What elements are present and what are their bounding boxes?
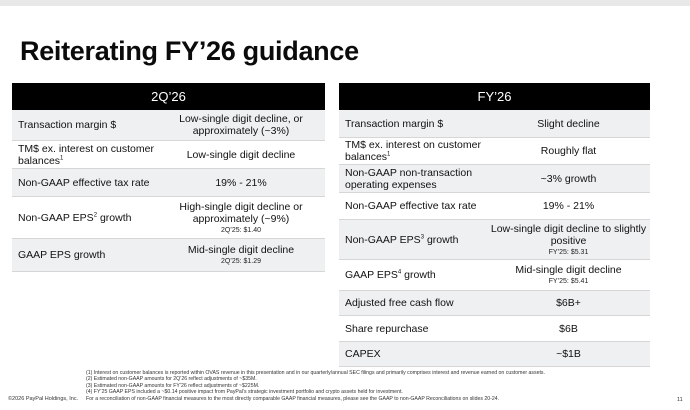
- table-row: Non-GAAP non-transaction operating expen…: [339, 165, 650, 193]
- metric-label: TM$ ex. interest on customer balances: [18, 142, 154, 167]
- table-row: Non-GAAP effective tax rate 19% - 21%: [12, 169, 325, 197]
- row-value: Mid-single digit decline 2Q’25: $1.29: [157, 244, 325, 266]
- row-value: Low-single digit decline: [157, 149, 325, 161]
- row-value: $6B+: [487, 297, 650, 309]
- row-value: Low-single digit decline to slightly pos…: [487, 223, 650, 257]
- metric-label: TM$ ex. interest on customer balances: [345, 139, 481, 163]
- row-metric: CAPEX: [339, 348, 487, 360]
- metric-label: Transaction margin $: [345, 117, 444, 130]
- prior-period-value: FY’25: $5.31: [548, 248, 589, 256]
- row-value: Mid-single digit decline FY’25: $5.41: [487, 264, 650, 286]
- metric-label: Share repurchase: [345, 322, 429, 335]
- row-value: Roughly flat: [487, 145, 650, 157]
- table-row: GAAP EPS4 growth Mid-single digit decline…: [339, 260, 650, 291]
- row-metric: GAAP EPS4 growth: [339, 269, 487, 281]
- prior-period-value: 2Q’25: $1.29: [220, 258, 262, 265]
- metric-suffix: growth: [424, 233, 459, 246]
- metric-label: GAAP EPS growth: [18, 249, 106, 261]
- footnote: (1) Interest on customer balances is rep…: [86, 370, 545, 376]
- table-row: GAAP EPS growth Mid-single digit decline 2…: [12, 239, 325, 272]
- value-text: Low-single digit decline to slightly pos…: [490, 222, 647, 247]
- table-row: TM$ ex. interest on customer balances1 Lo…: [12, 141, 325, 169]
- table-row: Non-GAAP EPS3 growth Low-single digit dec…: [339, 220, 650, 260]
- row-metric: Non-GAAP EPS2 growth: [12, 212, 157, 224]
- value-text: Roughly flat: [540, 145, 597, 157]
- row-metric: Adjusted free cash flow: [339, 297, 487, 309]
- row-value: High-single digit decline or approximate…: [157, 201, 325, 235]
- footnote: For a reconciliation of non-GAAP financi…: [86, 395, 500, 402]
- row-metric: Non-GAAP EPS3 growth: [339, 234, 487, 246]
- page-title: Reiterating FY’26 guidance: [20, 36, 359, 66]
- row-value: 19% - 21%: [487, 200, 650, 212]
- metric-label: Non-GAAP effective tax rate: [345, 200, 477, 212]
- value-text: $6B: [559, 322, 578, 335]
- metric-label: Adjusted free cash flow: [345, 297, 454, 309]
- row-value: 19% - 21%: [157, 177, 325, 189]
- footnote: (2) Estimated non-GAAP amounts for 2Q’26…: [86, 376, 257, 383]
- value-text: ~3% growth: [540, 172, 597, 185]
- q2-table-body: Transaction margin $ Low-single digit dec…: [12, 110, 325, 272]
- row-value: ~$1B: [487, 348, 650, 360]
- value-text: 19% - 21%: [542, 200, 595, 212]
- row-value: Slight decline: [487, 118, 650, 130]
- row-metric: TM$ ex. interest on customer balances1: [12, 143, 157, 167]
- top-bar: [0, 0, 690, 6]
- row-value: ~3% growth: [487, 173, 650, 185]
- value-text: 19% - 21%: [215, 176, 267, 189]
- row-metric: Non-GAAP non-transaction operating expen…: [339, 167, 487, 191]
- copyright: ©2026 PayPal Holdings, Inc.: [8, 396, 79, 402]
- value-text: Slight decline: [537, 117, 600, 130]
- footnote-marker: 3: [420, 234, 425, 240]
- table-row: Non-GAAP EPS2 growth High-single digit de…: [12, 197, 325, 239]
- footnote-marker: 1: [387, 151, 391, 158]
- metric-label: Non-GAAP non-transaction operating expen…: [345, 166, 473, 191]
- metric-label: Transaction margin $: [18, 119, 117, 131]
- metric-label: CAPEX: [345, 348, 381, 360]
- fy-guidance-table: FY’26 Transaction margin $ Slight decline…: [339, 83, 650, 367]
- metric-label: GAAP EPS: [345, 269, 398, 281]
- footnote: (4) FY’25 GAAP EPS included a ~$0.14 pos…: [86, 389, 403, 396]
- metric-label: Non-GAAP effective tax rate: [18, 176, 150, 189]
- table-row: Non-GAAP effective tax rate 19% - 21%: [339, 193, 650, 220]
- page-number: 11: [677, 397, 683, 403]
- prior-period-value: 2Q’25: $1.40: [220, 226, 262, 234]
- footnote-marker: 4: [397, 269, 402, 276]
- value-text: High-single digit decline or approximate…: [179, 200, 303, 225]
- row-metric: Transaction margin $: [12, 119, 157, 131]
- value-text: $6B+: [556, 297, 581, 309]
- row-metric: Non-GAAP effective tax rate: [339, 200, 487, 212]
- metric-suffix: growth: [401, 269, 436, 281]
- table-row: TM$ ex. interest on customer balances1 Ro…: [339, 138, 650, 165]
- footnotes: (1) Interest on customer balances is rep…: [86, 370, 676, 402]
- row-value: $6B: [487, 323, 650, 335]
- fy-table-body: Transaction margin $ Slight decline TM$ ex…: [339, 110, 650, 367]
- prior-period-value: FY’25: $5.41: [548, 278, 589, 285]
- row-metric: Non-GAAP effective tax rate: [12, 177, 157, 189]
- table-row: Transaction margin $ Slight decline: [339, 110, 650, 138]
- row-metric: Transaction margin $: [339, 118, 487, 130]
- value-text: Low-single digit decline, or approximate…: [179, 113, 303, 137]
- table-row: Adjusted free cash flow $6B+: [339, 291, 650, 316]
- metric-suffix: growth: [97, 211, 132, 224]
- q2-table-header: 2Q’26: [12, 83, 325, 110]
- footnote: (3) Estimated non-GAAP amounts for FY’26…: [86, 382, 260, 389]
- q2-guidance-table: 2Q’26 Transaction margin $ Low-single dig…: [12, 83, 325, 272]
- value-text: Low-single digit decline: [186, 148, 296, 161]
- table-row: CAPEX ~$1B: [339, 342, 650, 367]
- footnote-marker: 1: [60, 155, 64, 161]
- row-metric: GAAP EPS growth: [12, 249, 157, 261]
- metric-label: Non-GAAP EPS: [18, 211, 94, 224]
- row-metric: TM$ ex. interest on customer balances1: [339, 139, 487, 163]
- fy-table-header: FY’26: [339, 83, 650, 110]
- row-value: Low-single digit decline, or approximate…: [157, 113, 325, 137]
- table-row: Share repurchase $6B: [339, 316, 650, 342]
- row-metric: Share repurchase: [339, 323, 487, 335]
- metric-label: Non-GAAP EPS: [345, 233, 421, 246]
- footnote-marker: 2: [93, 212, 98, 218]
- table-row: Transaction margin $ Low-single digit dec…: [12, 110, 325, 141]
- value-text: ~$1B: [556, 348, 581, 360]
- value-text: Mid-single digit decline: [515, 264, 622, 276]
- value-text: Mid-single digit decline: [187, 244, 295, 256]
